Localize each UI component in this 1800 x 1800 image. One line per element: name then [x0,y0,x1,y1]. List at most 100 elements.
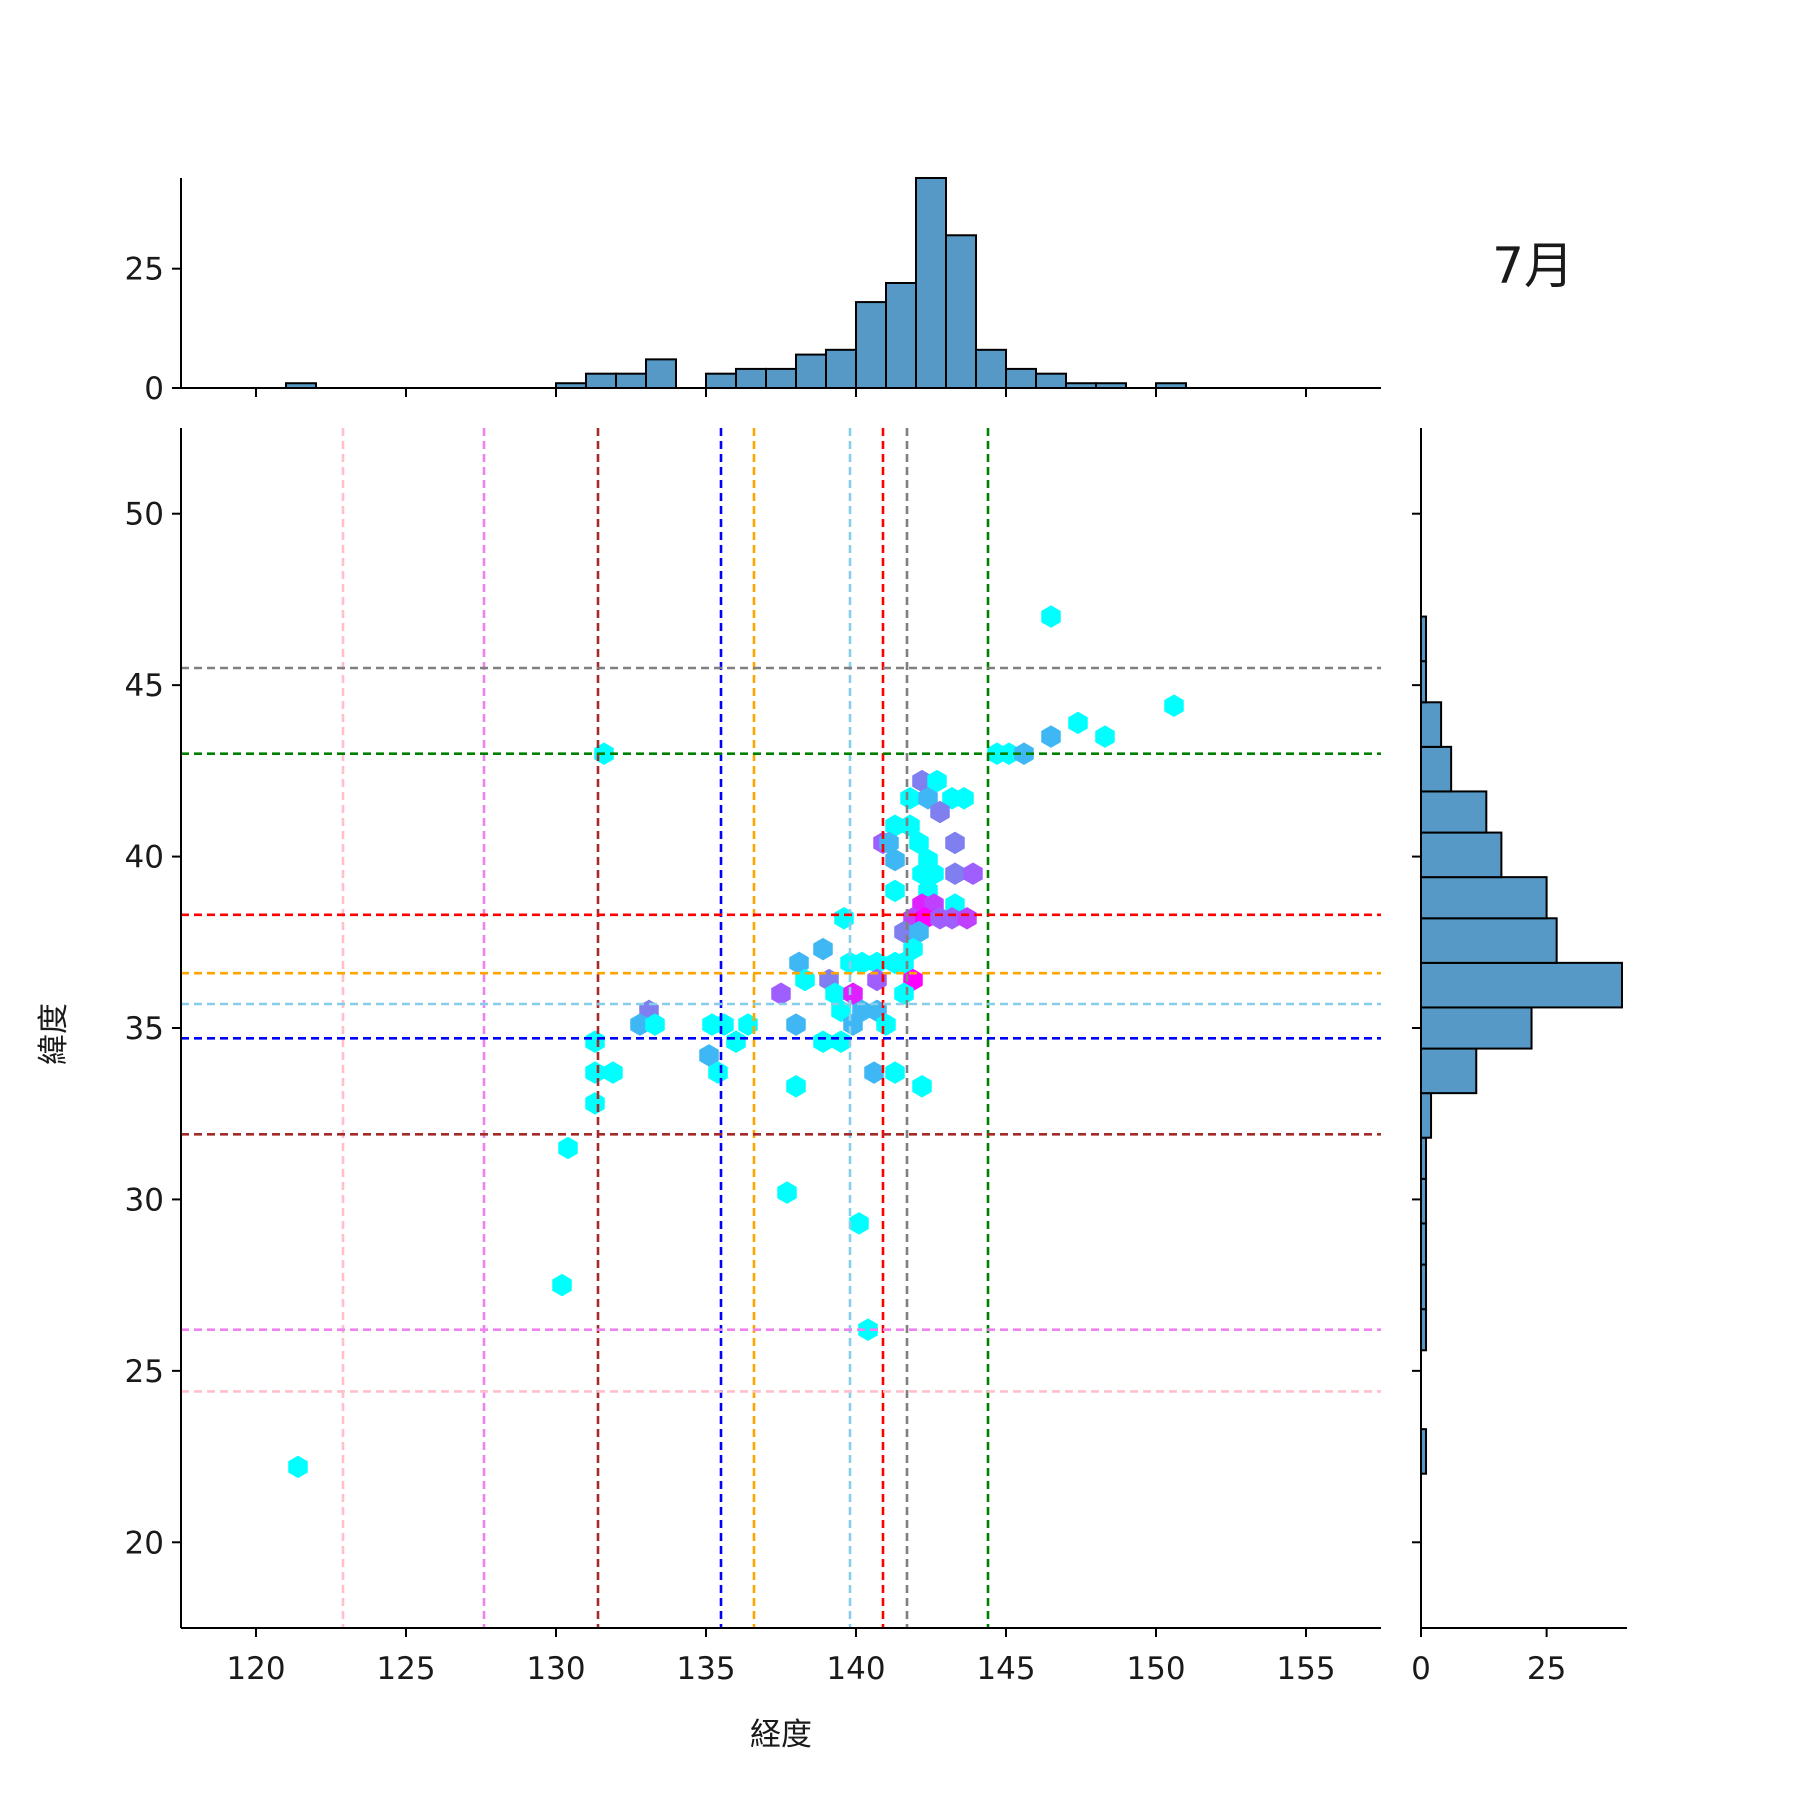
top-histogram-bar [735,367,767,389]
hexbin-cell [930,800,950,824]
hexbin-cell [957,907,977,930]
right-histogram-bar [1420,790,1488,834]
top-histogram-bar [705,372,737,390]
hexbin-layer [288,605,1184,1479]
hexbin-cell [813,1030,833,1053]
top-histogram-bar [945,234,977,389]
hexbin-cell [864,1061,884,1084]
hexbin-cell [726,1030,746,1053]
right-hist-count-label: 25 [1527,1651,1566,1687]
hexbin-cell [918,787,938,810]
hexbin-cell [1041,605,1061,628]
right-histogram-bar [1420,1006,1533,1050]
hexbin-cell [645,1013,665,1036]
right-histogram-bar [1420,876,1548,920]
hexbin-cell [912,1075,932,1098]
hexbin-cell [885,879,905,903]
axes-layer: 120 125 130 135 140 145 150 155 20 25 30 35 40 45 50 0 2… [125,178,1627,1687]
x-tick-label: 155 [1276,1651,1335,1687]
hexbin-cell [1041,725,1061,748]
hexbin-cell [552,1273,572,1297]
hexbin-cell [714,1013,734,1036]
hexbin-cell [909,831,929,855]
x-axis-title: 経度 [750,1717,812,1753]
top-histogram-bars [285,177,1187,390]
hexbin-cell [954,787,974,810]
y-tick-label: 35 [125,1011,164,1047]
hexbin-cell [963,862,983,885]
hexbin-cell [603,1061,623,1084]
hexbin-cell [699,1044,719,1067]
y-tick-label: 40 [125,840,164,876]
x-tick-label: 130 [526,1651,585,1687]
right-histogram-bars [1420,615,1623,1475]
right-histogram-bar [1420,831,1503,879]
right-histogram-bar [1420,701,1443,748]
top-histogram-bar [975,348,1007,389]
hexbin-cell [885,1061,905,1084]
hexbin-cell [288,1455,308,1479]
hexbin-cell [777,1181,797,1204]
top-histogram-bar [645,358,677,390]
right-histogram-bar [1420,745,1453,793]
x-tick-label: 140 [826,1651,885,1687]
y-tick-label: 45 [125,668,164,704]
hexbin-cell [1068,711,1088,735]
y-tick-label: 50 [125,497,164,533]
hexbin-cell [927,769,947,793]
hexbin-cell [708,1061,728,1084]
top-histogram-bar [885,282,917,389]
hexbin-cell [786,1075,806,1098]
right-hist-count-label: 0 [1411,1651,1431,1687]
top-hist-count-label: 0 [144,371,164,407]
hexbin-cell [771,982,791,1005]
hexbin-cell [813,937,833,961]
top-histogram-bar [765,367,797,389]
hexbin-cell [1014,742,1034,765]
top-histogram-bar [855,301,887,389]
hexbin-cell [849,1212,869,1235]
reference-lines [181,428,1381,1628]
hexbin-cell [1095,725,1115,748]
right-histogram-bar [1420,1092,1433,1139]
top-hist-count-label: 25 [125,252,164,288]
y-tick-label: 30 [125,1182,164,1218]
hexbin-cell [786,1013,806,1036]
hexbin-cell [885,848,905,872]
top-histogram-bar [795,353,827,390]
top-histogram-bar [585,372,617,390]
top-histogram-bar [1035,372,1067,390]
hexbin-cell [558,1136,578,1160]
x-tick-label: 120 [226,1651,285,1687]
y-tick-label: 20 [125,1525,164,1561]
top-histogram-bar [915,177,947,389]
top-histogram-bar [615,372,647,390]
y-axis-title: 緯度 [36,1003,72,1065]
hexbin-cell [900,787,920,810]
hexbin-cell [945,831,965,855]
x-tick-label: 145 [976,1651,1035,1687]
right-histogram-bar [1420,917,1558,964]
top-histogram-bar [825,348,857,389]
right-histogram-bar [1420,961,1623,1009]
hexbin-cell [900,814,920,837]
right-histogram-bar [1420,1047,1478,1095]
hexbin-cell [876,1013,896,1036]
hexbin-cell [945,862,965,885]
y-tick-label: 25 [125,1354,164,1390]
hexbin-cell [585,1030,605,1053]
hexbin-cell [585,1092,605,1115]
x-tick-label: 125 [376,1651,435,1687]
hexbin-cell [843,982,863,1005]
hexbin-cell [795,968,815,992]
hexbin-cell [858,1318,878,1341]
hexbin-cell [831,1030,851,1053]
hexbin-cell [585,1061,605,1084]
hexbin-cell [843,1013,863,1036]
hexbin-cell [1164,694,1184,717]
month-label: 7月 [1492,237,1574,295]
x-tick-label: 150 [1126,1651,1185,1687]
top-histogram-bar [1005,367,1037,389]
x-tick-label: 135 [676,1651,735,1687]
